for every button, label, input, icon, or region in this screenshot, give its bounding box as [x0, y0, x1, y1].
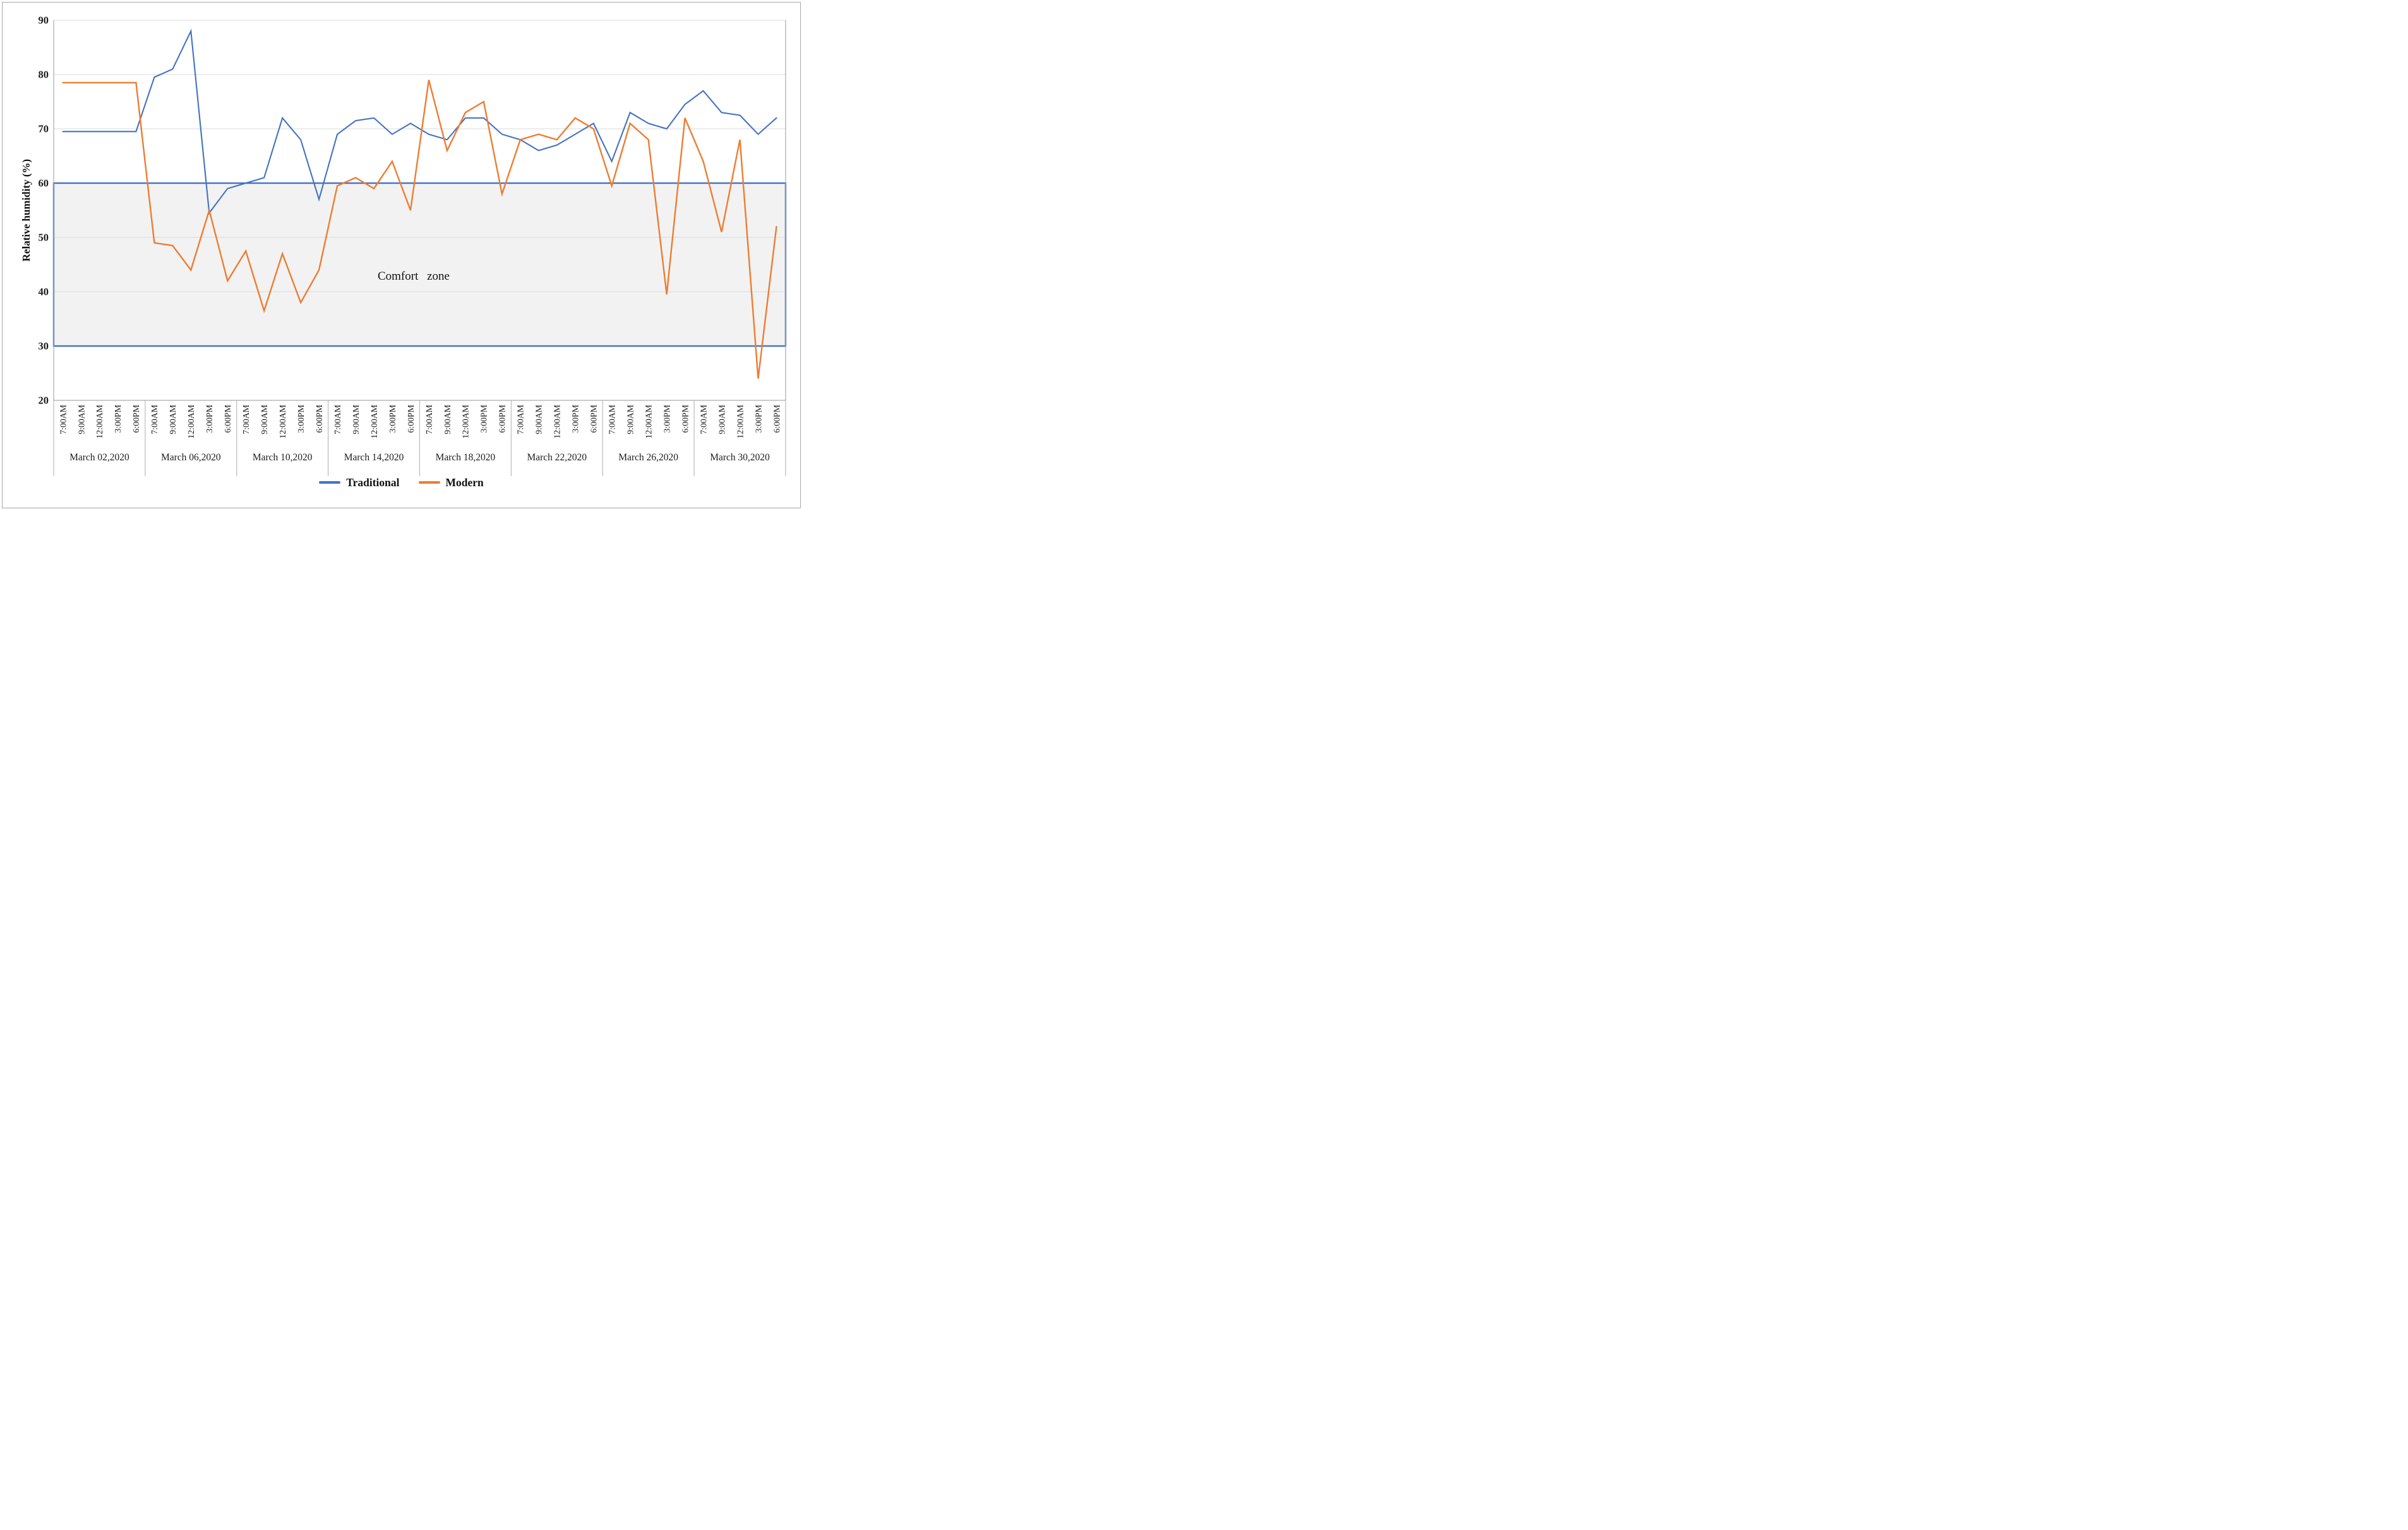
x-time-label: 12:00AM: [278, 405, 287, 439]
legend-label-modern: Modern: [445, 475, 484, 489]
x-time-label: 6:00PM: [406, 405, 416, 433]
line-chart: 20 30 40 50 60 70 80 90 7:00AM 9:00AM 12:00AM 3:00P…: [20, 15, 787, 476]
x-time-label: 7:00AM: [424, 405, 434, 434]
comfort-zone-label: Comfort zone: [378, 270, 450, 283]
x-date-label: March 22,2020: [527, 452, 587, 463]
x-time-label: 9:00AM: [534, 405, 544, 434]
y-tick-label-70: 70: [39, 123, 49, 135]
x-date-label: March 30,2020: [710, 452, 770, 463]
x-date-label: March 26,2020: [618, 452, 678, 463]
axes: [53, 20, 786, 476]
x-time-label: 6:00PM: [498, 405, 507, 433]
x-time-label: 3:00PM: [296, 405, 306, 433]
x-date-label: March 06,2020: [161, 452, 221, 463]
y-tick-label-20: 20: [39, 395, 49, 407]
legend-item-traditional: Traditional: [319, 475, 400, 489]
legend-label-traditional: Traditional: [346, 475, 400, 489]
x-time-label: 9:00AM: [260, 405, 269, 434]
x-date-label: March 14,2020: [344, 452, 404, 463]
y-axis-title: Relative humidity (%): [20, 159, 32, 261]
y-tick-label-60: 60: [39, 177, 49, 189]
x-time-label: 6:00PM: [680, 405, 690, 433]
x-time-label: 3:00PM: [205, 405, 214, 433]
series-lines: [62, 28, 777, 379]
x-time-label: 7:00AM: [150, 405, 159, 434]
x-date-label: March 18,2020: [436, 452, 496, 463]
x-time-label: 12:00AM: [553, 405, 562, 439]
x-time-label: 3:00PM: [662, 405, 671, 433]
x-time-label: 7:00AM: [241, 405, 251, 434]
y-tick-label-40: 40: [39, 286, 49, 298]
x-time-label: 3:00PM: [479, 405, 489, 433]
x-date-label: March 10,2020: [253, 452, 313, 463]
x-time-label: 7:00AM: [608, 405, 617, 434]
y-tick-label-90: 90: [39, 15, 49, 27]
legend: Traditional Modern: [0, 475, 803, 490]
x-time-label: 6:00PM: [589, 405, 599, 433]
x-time-label: 9:00AM: [76, 405, 86, 434]
x-time-label: 3:00PM: [388, 405, 397, 433]
x-time-label: 12:00AM: [461, 405, 470, 439]
x-time-label: 12:00AM: [735, 405, 745, 439]
legend-item-modern: Modern: [418, 475, 484, 489]
y-tick-label-30: 30: [39, 340, 49, 352]
x-time-label: 3:00PM: [113, 405, 123, 433]
x-time-label: 7:00AM: [333, 405, 342, 434]
x-time-label: 12:00AM: [95, 405, 104, 439]
x-time-label: 3:00PM: [753, 405, 763, 433]
x-date-label: March 02,2020: [69, 452, 129, 463]
modern-line-swatch: [418, 481, 440, 484]
x-time-label: 9:00AM: [351, 405, 361, 434]
axis-labels: 20 30 40 50 60 70 80 90 7:00AM 9:00AM 12:00AM 3:00P…: [39, 15, 782, 463]
series-line-modern: [62, 80, 777, 379]
x-time-label: 7:00AM: [698, 405, 708, 434]
x-time-label: 9:00AM: [717, 405, 726, 434]
x-time-label: 6:00PM: [772, 405, 781, 433]
humidity-chart-figure: 20 30 40 50 60 70 80 90 7:00AM 9:00AM 12:00AM 3:00P…: [0, 0, 803, 510]
x-time-label: 9:00AM: [443, 405, 452, 434]
x-time-label: 6:00PM: [314, 405, 324, 433]
y-tick-label-50: 50: [39, 232, 49, 244]
x-time-label: 3:00PM: [571, 405, 580, 433]
x-time-label: 7:00AM: [58, 405, 68, 434]
series-line-traditional: [62, 28, 777, 215]
traditional-line-swatch: [319, 481, 341, 484]
x-time-label: 12:00AM: [186, 405, 196, 439]
x-time-label: 9:00AM: [168, 405, 177, 434]
x-time-label: 12:00AM: [644, 405, 653, 439]
y-tick-label-80: 80: [39, 69, 49, 81]
x-time-label: 9:00AM: [626, 405, 635, 434]
x-time-label: 6:00PM: [131, 405, 141, 433]
x-time-label: 7:00AM: [516, 405, 525, 434]
x-time-label: 12:00AM: [369, 405, 379, 439]
x-time-label: 6:00PM: [223, 405, 232, 433]
